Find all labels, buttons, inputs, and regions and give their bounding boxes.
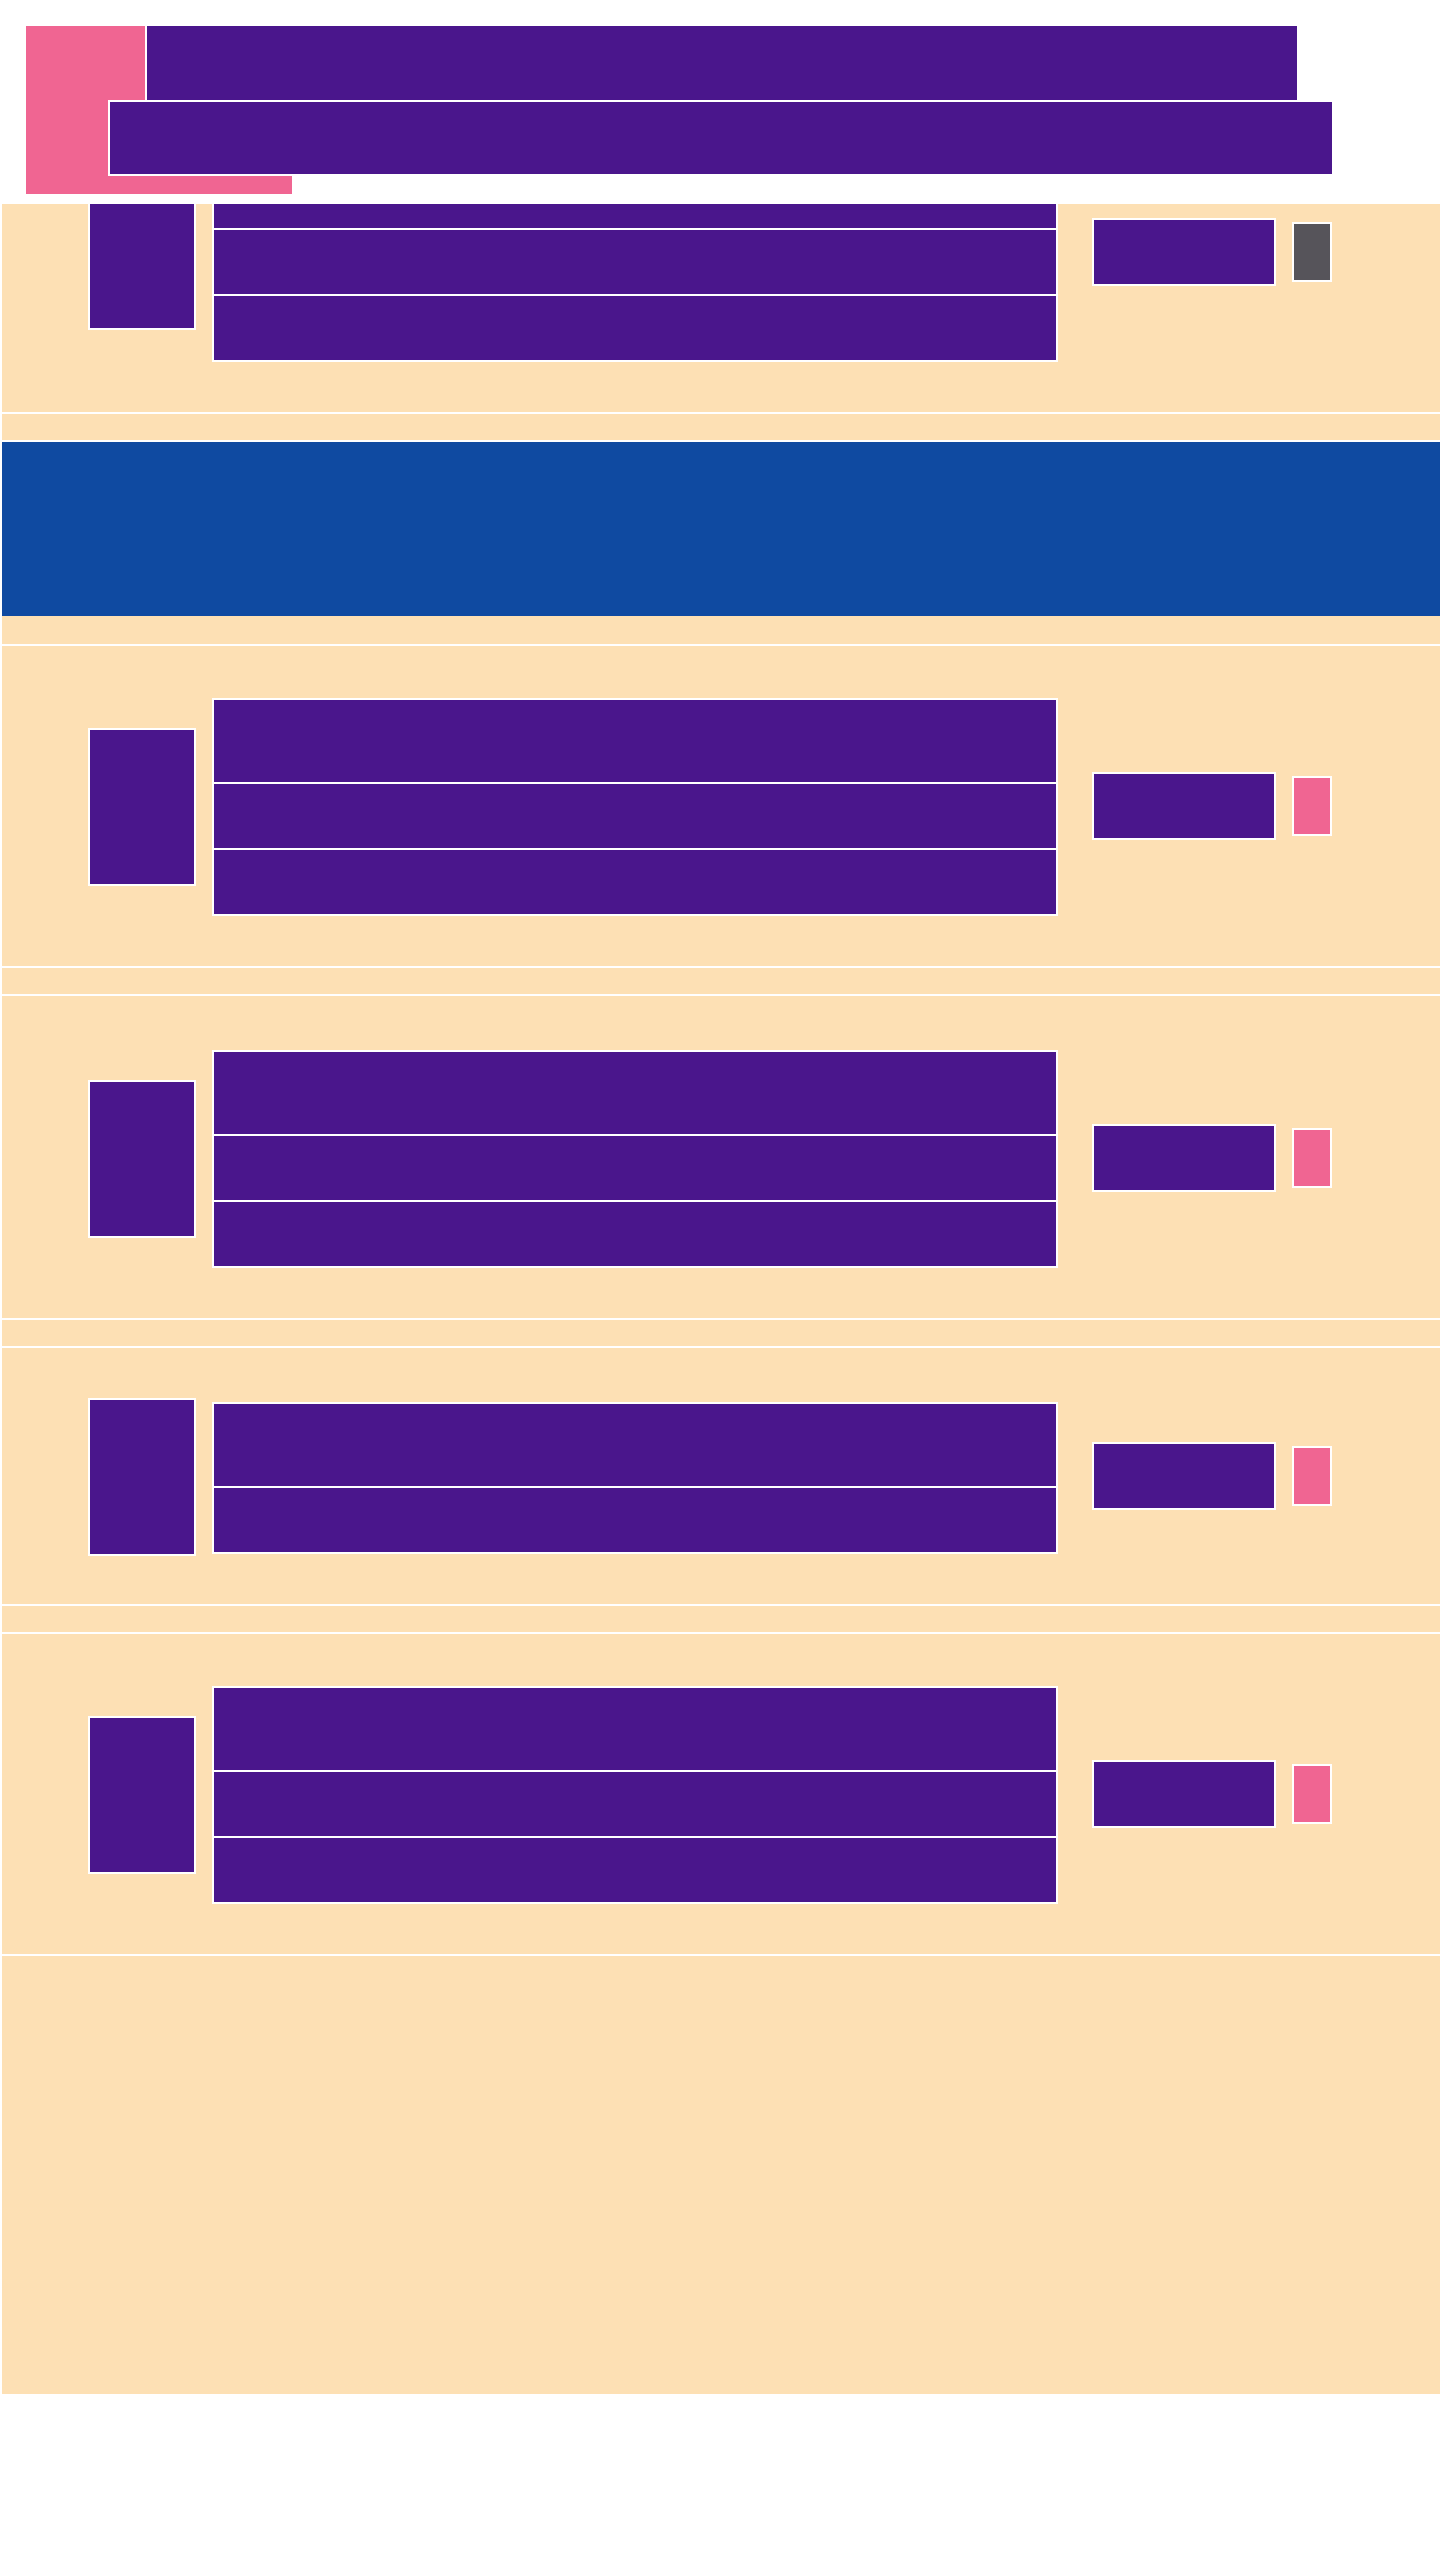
list-item-detail xyxy=(212,294,1058,362)
list-item-thumbnail xyxy=(88,1716,196,1874)
promo-banner[interactable] xyxy=(2,442,1440,616)
list-item-action-button[interactable] xyxy=(1092,1442,1276,1510)
row-divider xyxy=(2,644,1440,646)
row-divider xyxy=(2,1954,1440,1956)
list-item-action-button[interactable] xyxy=(1092,218,1276,286)
list-item-title xyxy=(212,1686,1058,1772)
list-item-detail xyxy=(212,1200,1058,1268)
row-divider xyxy=(2,994,1440,996)
list-item-action-button[interactable] xyxy=(1092,1124,1276,1192)
row-divider xyxy=(2,1604,1440,1606)
row-divider xyxy=(2,412,1440,414)
row-divider xyxy=(2,966,1440,968)
list-item-subtitle xyxy=(212,228,1058,296)
list-item-subtitle xyxy=(212,1134,1058,1202)
row-divider xyxy=(2,1318,1440,1320)
list-item-thumbnail xyxy=(88,202,196,330)
list-item-toggle[interactable] xyxy=(1292,1764,1332,1824)
row-divider xyxy=(2,1632,1440,1634)
row-divider xyxy=(2,1346,1440,1348)
list-item-thumbnail xyxy=(88,1398,196,1556)
list-item-action-button[interactable] xyxy=(1092,1760,1276,1828)
list-item-subtitle xyxy=(212,1486,1058,1554)
list-item-detail xyxy=(212,1836,1058,1904)
list-item-subtitle xyxy=(212,1770,1058,1838)
list-item-thumbnail xyxy=(88,1080,196,1238)
list-empty-area xyxy=(2,1956,1440,2394)
list-item-toggle[interactable] xyxy=(1292,222,1332,282)
list-item-title xyxy=(212,1050,1058,1136)
row-divider xyxy=(2,440,1440,442)
list-item-title xyxy=(212,1402,1058,1488)
list-item-toggle[interactable] xyxy=(1292,1446,1332,1506)
header-title-bar xyxy=(145,24,1299,102)
list-item-detail xyxy=(212,848,1058,916)
list-item-subtitle xyxy=(212,782,1058,850)
header-subtitle-bar xyxy=(108,100,1334,176)
list-item-title xyxy=(212,202,1058,230)
list-item-action-button[interactable] xyxy=(1092,772,1276,840)
list-item-toggle[interactable] xyxy=(1292,1128,1332,1188)
list-item-title xyxy=(212,698,1058,784)
list-item-thumbnail xyxy=(88,728,196,886)
list-item-toggle[interactable] xyxy=(1292,776,1332,836)
